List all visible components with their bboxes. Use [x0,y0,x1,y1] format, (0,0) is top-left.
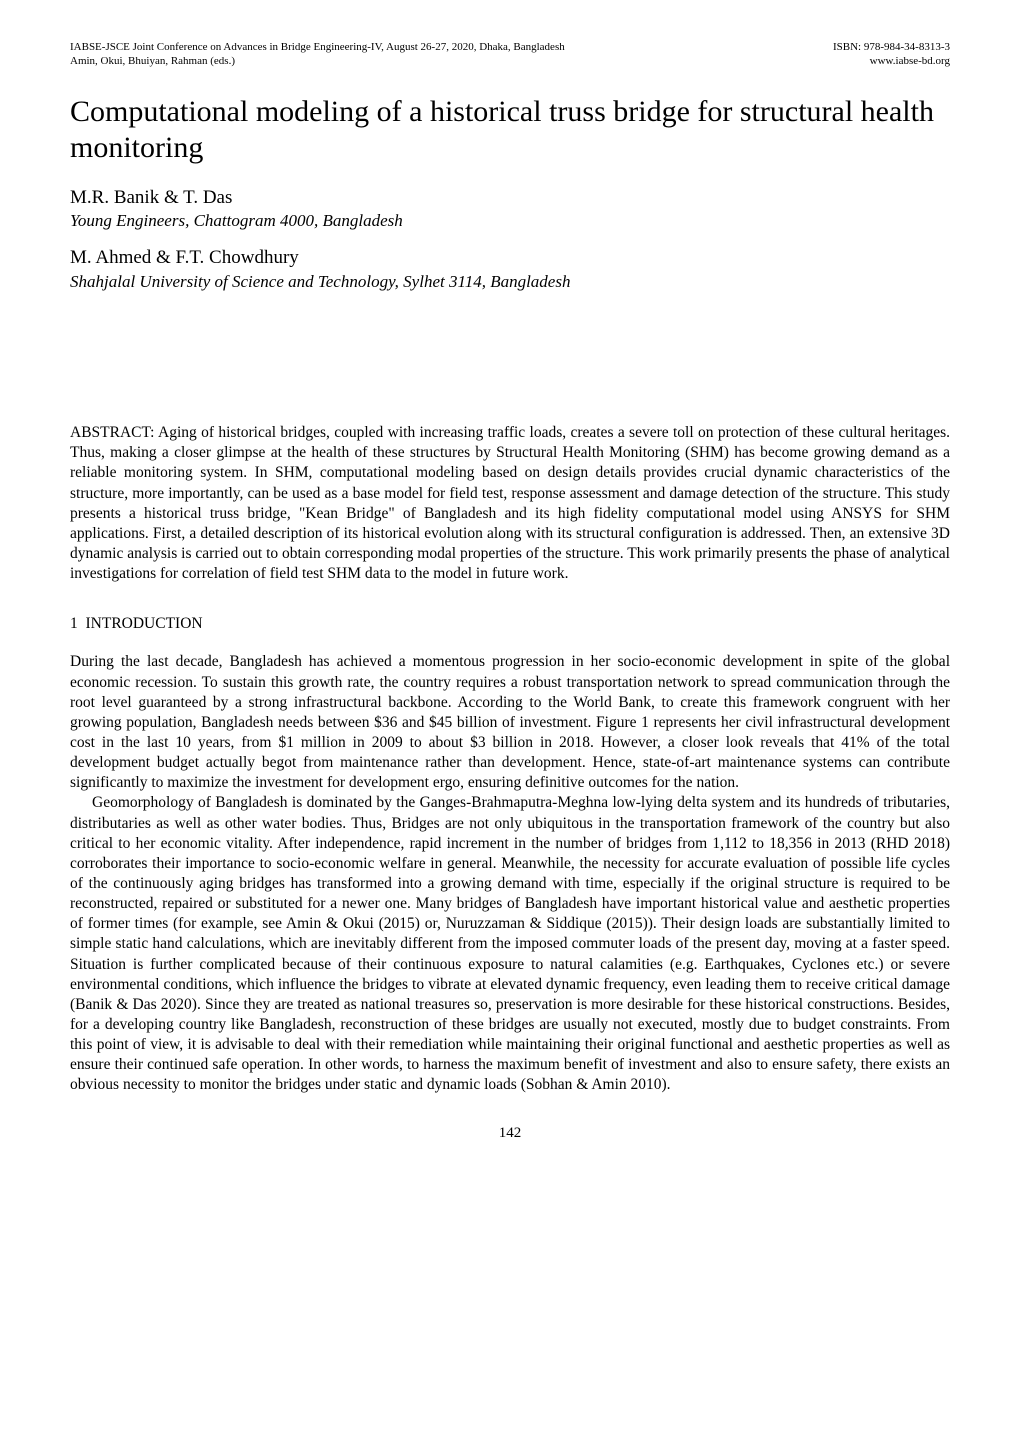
abstract: ABSTRACT: Aging of historical bridges, c… [70,423,950,584]
paragraph-2: Geomorphology of Bangladesh is dominated… [70,793,950,1095]
abstract-text: Aging of historical bridges, coupled wit… [70,424,950,582]
header-left: IABSE-JSCE Joint Conference on Advances … [70,40,565,69]
author-block-1: M.R. Banik & T. Das Young Engineers, Cha… [70,186,950,233]
section-number: 1 [70,615,78,632]
page-number: 142 [70,1124,950,1144]
author-block-2: M. Ahmed & F.T. Chowdhury Shahjalal Univ… [70,246,950,293]
header-conference: IABSE-JSCE Joint Conference on Advances … [70,40,565,54]
section-title: INTRODUCTION [86,615,203,632]
header-website: www.iabse-bd.org [833,54,950,68]
paper-title: Computational modeling of a historical t… [70,94,950,166]
author-names-1: M.R. Banik & T. Das [70,186,950,211]
paragraph-1: During the last decade, Bangladesh has a… [70,652,950,793]
affiliation-1: Young Engineers, Chattogram 4000, Bangla… [70,210,950,232]
page-header: IABSE-JSCE Joint Conference on Advances … [70,40,950,69]
header-editors: Amin, Okui, Bhuiyan, Rahman (eds.) [70,54,565,68]
header-right: ISBN: 978-984-34-8313-3 www.iabse-bd.org [833,40,950,69]
section-heading: 1 INTRODUCTION [70,614,950,634]
header-isbn: ISBN: 978-984-34-8313-3 [833,40,950,54]
affiliation-2: Shahjalal University of Science and Tech… [70,271,950,293]
author-names-2: M. Ahmed & F.T. Chowdhury [70,246,950,271]
abstract-label: ABSTRACT: [70,424,155,441]
